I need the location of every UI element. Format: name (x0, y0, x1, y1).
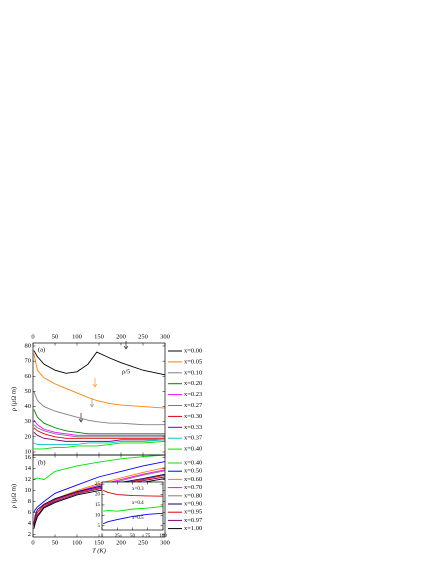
x-tick-label: 250 (138, 539, 148, 546)
y-tick-label: 10 (25, 487, 32, 494)
legend-label: x=0.70 (184, 484, 202, 491)
y-tick-label: 16 (25, 454, 32, 461)
x-tick-label: 50 (52, 333, 59, 340)
legend-label: x=0.40 (184, 446, 202, 453)
x-tick-label: 0 (101, 534, 104, 539)
y-tick-label: 40 (25, 403, 32, 410)
y-tick-label: 4 (28, 520, 32, 527)
y-axis-label: ρ (μΩ m) (10, 387, 17, 411)
legend-label: x=0.97 (184, 517, 203, 524)
y-axis-label: ρ (μΩ m) (10, 484, 17, 508)
data-line (33, 431, 165, 442)
y-tick-label: 10 (25, 448, 32, 455)
y-tick-label: 70 (25, 358, 32, 365)
x-tick-label: 0 (31, 539, 34, 546)
x-tick-label: 100 (159, 534, 167, 539)
legend-label: x=0.90 (184, 500, 202, 507)
x-tick-label: 250 (138, 333, 148, 340)
legend-label: x=0.27 (184, 402, 203, 409)
legend-label: x=0.30 (184, 413, 202, 420)
x-tick-label: 300 (160, 539, 170, 546)
x-tick-label: 50 (52, 539, 59, 546)
data-line (33, 473, 166, 524)
annotation: (a) (38, 346, 45, 353)
data-line (103, 512, 164, 525)
x-tick-label: 150 (94, 333, 104, 340)
annotation: (b) (38, 459, 46, 466)
legend-label: x=0.20 (184, 380, 202, 387)
data-line (33, 424, 165, 438)
annotation: ρ/5 (122, 368, 130, 375)
y-tick-label: 10 (95, 514, 101, 519)
x-tick-label: 75 (145, 534, 151, 539)
series-label: x=0.4 (132, 501, 144, 506)
y-tick-label: 60 (25, 373, 32, 380)
legend-label: x=0.00 (184, 347, 202, 354)
arrow (78, 413, 84, 423)
data-line (33, 427, 165, 439)
panel: 0 50 100 150 200 250 300 10 20 30 40 50 60 70 80 ρ (μΩ … (10, 333, 203, 455)
y-tick-label: 2 (28, 531, 31, 538)
legend-label: x=0.60 (184, 476, 202, 483)
legend-label: x=0.05 (184, 358, 202, 365)
x-tick-label: 100 (72, 539, 82, 546)
x-tick-label: 200 (116, 539, 126, 546)
data-line (33, 391, 165, 426)
y-tick-label: 50 (25, 388, 32, 395)
x-tick-label: 25 (115, 534, 121, 539)
y-tick-label: 6 (28, 509, 32, 516)
legend-label: x=0.95 (184, 509, 202, 516)
legend-label: x=0.37 (184, 435, 203, 442)
x-axis-label: T (K) (92, 547, 106, 554)
data-line (33, 350, 166, 376)
legend-label: x=0.40 (184, 459, 202, 466)
x-tick-label: 200 (116, 333, 126, 340)
y-tick-label: 80 (25, 343, 32, 350)
y-tick-label: 8 (28, 498, 31, 505)
inset-background (102, 482, 163, 530)
data-line (33, 440, 166, 450)
inset: 0 25 50 75 100 5 10 15 20 25 x=0.3 x=0.4 x=0.5 (95, 481, 167, 539)
data-line (33, 454, 166, 481)
data-line (103, 505, 164, 512)
data-line (33, 353, 166, 409)
series-label: x=0.3 (132, 487, 144, 492)
data-line (33, 439, 166, 445)
x-tick-label: 0 (31, 333, 34, 340)
legend-label: x=0.33 (184, 424, 202, 431)
x-tick-label: 100 (72, 333, 82, 340)
legend-label: x=0.50 (184, 468, 202, 475)
data-line (33, 419, 165, 436)
series-label: x=0.5 (132, 516, 144, 521)
data-line (33, 461, 166, 513)
data-line (33, 409, 165, 435)
y-tick-label: 14 (25, 465, 32, 472)
legend-label: x=0.23 (184, 391, 202, 398)
data-line (103, 489, 164, 497)
y-tick-label: 30 (25, 418, 32, 425)
legend-label: x=1.00 (184, 525, 202, 532)
x-tick-label: 50 (130, 534, 136, 539)
y-tick-label: 20 (95, 493, 101, 498)
arrow (92, 378, 98, 388)
y-tick-label: 20 (25, 433, 32, 440)
x-tick-label: 150 (94, 539, 104, 546)
legend-label: x=0.10 (184, 369, 202, 376)
y-tick-label: 15 (95, 503, 101, 508)
legend-label: x=0.80 (184, 492, 202, 499)
y-tick-label: 25 (95, 482, 101, 487)
x-tick-label: 300 (160, 333, 170, 340)
y-tick-label: 12 (25, 476, 32, 483)
data-line (33, 474, 166, 525)
arrow (123, 341, 129, 350)
y-tick-label: 5 (98, 524, 101, 529)
